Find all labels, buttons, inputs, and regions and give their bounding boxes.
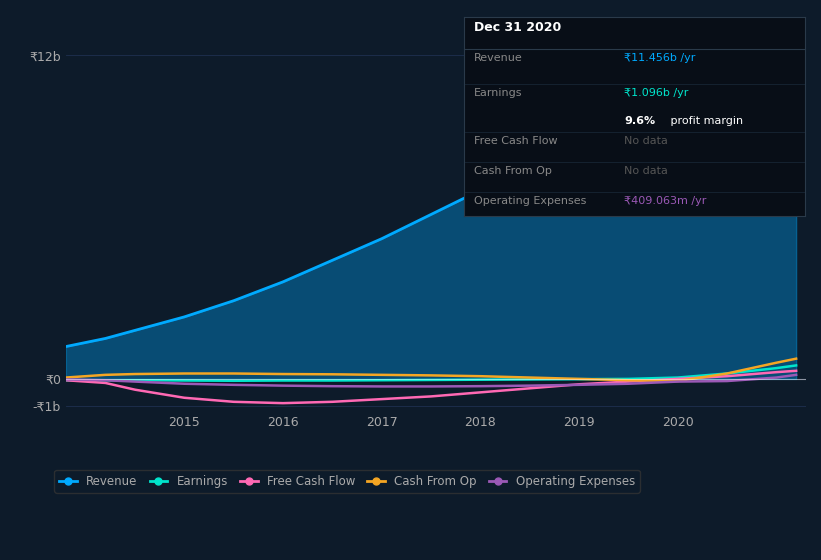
Text: No data: No data — [624, 136, 667, 146]
Text: ₹11.456b /yr: ₹11.456b /yr — [624, 53, 695, 63]
Text: ₹1.096b /yr: ₹1.096b /yr — [624, 88, 688, 99]
Text: Operating Expenses: Operating Expenses — [474, 196, 586, 206]
Legend: Revenue, Earnings, Free Cash Flow, Cash From Op, Operating Expenses: Revenue, Earnings, Free Cash Flow, Cash … — [54, 470, 640, 492]
Text: Free Cash Flow: Free Cash Flow — [474, 136, 557, 146]
Text: Dec 31 2020: Dec 31 2020 — [474, 21, 562, 34]
Text: Cash From Op: Cash From Op — [474, 166, 552, 176]
Text: No data: No data — [624, 166, 667, 176]
Text: Revenue: Revenue — [474, 53, 523, 63]
Text: Earnings: Earnings — [474, 88, 523, 99]
Text: ₹409.063m /yr: ₹409.063m /yr — [624, 196, 706, 206]
Text: profit margin: profit margin — [667, 116, 743, 126]
Text: 9.6%: 9.6% — [624, 116, 655, 126]
